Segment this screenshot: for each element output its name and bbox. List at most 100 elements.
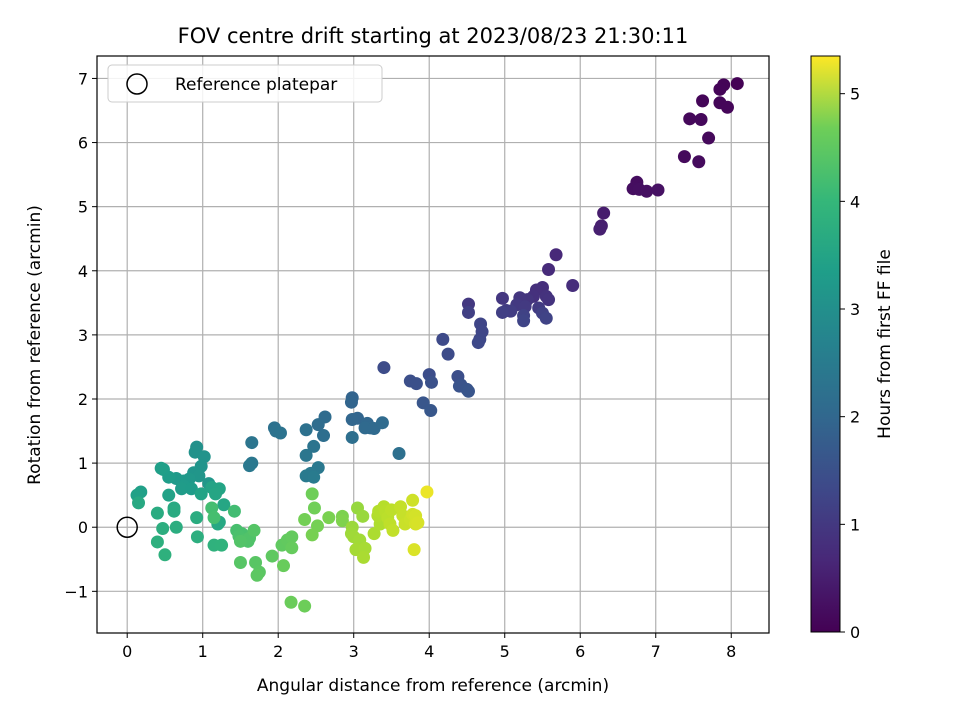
colorbar: 0 1 2 3 4 5 Hours from first FF file xyxy=(810,55,895,642)
data-point xyxy=(335,514,349,528)
data-point xyxy=(247,523,261,537)
data-point xyxy=(307,470,321,484)
colorbar-tick-label: 5 xyxy=(850,85,860,104)
data-point xyxy=(392,446,406,460)
data-point xyxy=(169,520,183,534)
data-point xyxy=(265,549,279,563)
data-point xyxy=(209,487,223,501)
data-point xyxy=(566,279,580,293)
colorbar-gradient xyxy=(810,55,841,633)
data-point xyxy=(158,548,172,562)
data-point xyxy=(713,82,727,96)
data-point xyxy=(154,461,168,475)
data-point xyxy=(215,538,229,552)
data-point xyxy=(593,222,607,236)
data-point xyxy=(539,311,553,325)
legend-box xyxy=(107,64,383,103)
data-point xyxy=(406,493,420,507)
x-tick-label: 8 xyxy=(726,642,736,661)
x-axis-label: Angular distance from reference (arcmin) xyxy=(257,676,609,696)
y-tick-label: 0 xyxy=(78,518,88,537)
data-point xyxy=(461,384,475,398)
y-tick-label: 1 xyxy=(78,454,88,473)
data-point xyxy=(471,336,485,350)
data-point xyxy=(696,94,710,108)
data-point xyxy=(357,550,371,564)
legend-marker-reference xyxy=(126,73,148,95)
data-points xyxy=(116,77,744,613)
data-point xyxy=(305,528,319,542)
grid xyxy=(97,56,769,633)
colorbar-tick-label: 3 xyxy=(850,300,860,319)
data-point xyxy=(132,496,146,510)
data-point xyxy=(190,511,204,525)
data-point xyxy=(250,568,264,582)
data-point xyxy=(322,511,336,525)
data-point xyxy=(307,439,321,453)
reference-platepar-marker xyxy=(116,516,138,538)
legend-label-reference: Reference platepar xyxy=(175,75,337,95)
y-tick-label: −1 xyxy=(64,582,88,601)
data-point xyxy=(377,361,391,375)
data-point xyxy=(495,291,509,305)
y-axis-label: Rotation from reference (arcmin) xyxy=(25,205,45,485)
x-tick-label: 7 xyxy=(651,642,661,661)
data-point xyxy=(683,112,697,126)
data-point xyxy=(184,482,198,496)
data-point xyxy=(162,488,176,502)
data-point xyxy=(317,429,331,443)
data-point xyxy=(461,305,475,319)
data-point xyxy=(424,375,438,389)
data-point xyxy=(549,248,563,262)
data-point xyxy=(386,523,400,537)
x-tick-label: 5 xyxy=(500,642,510,661)
data-point xyxy=(409,377,423,391)
data-point xyxy=(245,436,259,450)
data-point xyxy=(441,347,455,361)
data-point xyxy=(420,485,434,499)
data-point xyxy=(375,416,389,430)
data-point xyxy=(651,183,665,197)
data-point xyxy=(233,534,247,548)
y-tick-label: 4 xyxy=(78,262,88,281)
data-point xyxy=(227,504,241,518)
data-point xyxy=(542,262,556,276)
data-point xyxy=(495,305,509,319)
data-point xyxy=(407,543,421,557)
data-point xyxy=(207,511,221,525)
data-point xyxy=(730,77,744,91)
data-point xyxy=(284,595,298,609)
data-point xyxy=(356,509,370,523)
data-point xyxy=(298,513,312,527)
data-point xyxy=(190,530,204,544)
colorbar-tick-label: 0 xyxy=(850,623,860,642)
x-tick-label: 4 xyxy=(424,642,434,661)
y-tick-label: 6 xyxy=(78,134,88,153)
data-point xyxy=(597,206,611,220)
data-point xyxy=(367,527,381,541)
data-point xyxy=(285,530,299,544)
data-point xyxy=(702,131,716,145)
y-tick-label: 3 xyxy=(78,326,88,345)
x-tick-label: 2 xyxy=(273,642,283,661)
data-point xyxy=(299,448,313,462)
data-point xyxy=(299,423,313,437)
data-point xyxy=(156,521,170,535)
y-tick-label: 7 xyxy=(78,69,88,88)
plot-frame xyxy=(96,55,770,634)
data-point xyxy=(175,482,189,496)
colorbar-tick-label: 1 xyxy=(850,515,860,534)
legend: Reference platepar xyxy=(107,64,383,103)
data-point xyxy=(150,506,164,520)
data-point xyxy=(344,395,358,409)
x-tick-label: 1 xyxy=(198,642,208,661)
data-point xyxy=(233,555,247,569)
data-point xyxy=(436,332,450,346)
data-point xyxy=(150,535,164,549)
data-point xyxy=(307,501,321,515)
data-point xyxy=(677,150,691,164)
data-point xyxy=(542,293,556,307)
data-point xyxy=(285,541,299,555)
colorbar-tick-label: 2 xyxy=(850,408,860,427)
data-point xyxy=(345,430,359,444)
